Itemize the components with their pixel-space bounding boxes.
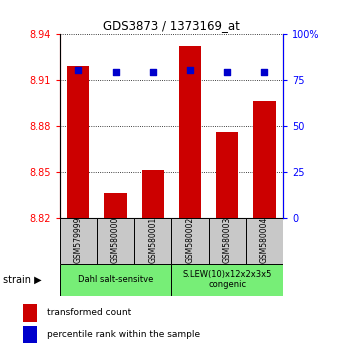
Bar [171,264,283,296]
Bar [134,218,171,264]
Bar [23,326,38,343]
Bar [209,218,246,264]
Bar [23,304,38,321]
Bar [179,46,201,218]
Point [113,69,118,75]
Text: percentile rank within the sample: percentile rank within the sample [47,330,200,339]
Bar [67,66,89,218]
Bar [246,218,283,264]
Text: strain ▶: strain ▶ [3,275,42,285]
Text: GSM580000: GSM580000 [111,217,120,263]
Text: GSM580001: GSM580001 [148,217,157,263]
Text: GSM579999: GSM579999 [74,217,83,263]
Point [224,69,230,75]
Text: GSM580002: GSM580002 [186,217,194,263]
Bar [60,264,172,296]
Point [76,68,81,73]
Bar [216,132,238,218]
Point [187,68,193,73]
Bar [104,193,127,218]
Bar [97,218,134,264]
Bar [253,101,276,218]
Point [150,69,155,75]
Title: GDS3873 / 1373169_at: GDS3873 / 1373169_at [103,19,240,33]
Text: transformed count: transformed count [47,308,131,318]
Text: S.LEW(10)x12x2x3x5
congenic: S.LEW(10)x12x2x3x5 congenic [182,270,272,289]
Bar [171,218,209,264]
Text: GSM580004: GSM580004 [260,217,269,263]
Text: GSM580003: GSM580003 [223,217,232,263]
Point [262,69,267,75]
Text: Dahl salt-sensitve: Dahl salt-sensitve [78,275,153,284]
Bar [142,170,164,218]
Bar [60,218,97,264]
